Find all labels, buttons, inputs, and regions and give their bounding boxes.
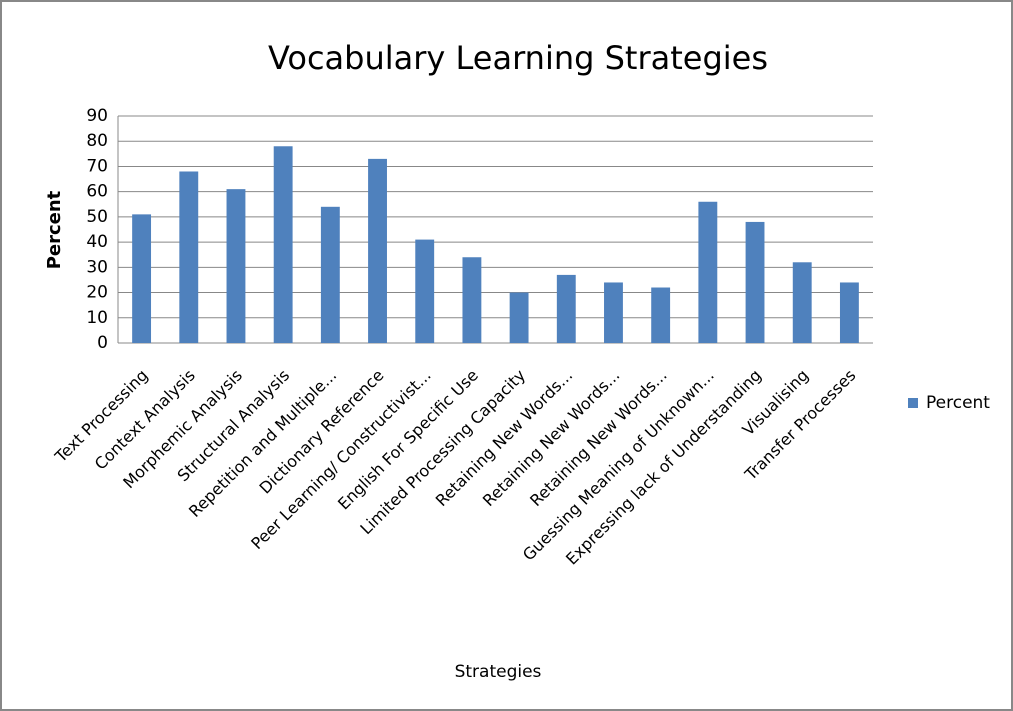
y-tick-label: 40 [86, 232, 108, 252]
legend-label: Percent [926, 393, 990, 413]
bar [839, 282, 859, 343]
y-tick-label: 80 [86, 131, 108, 151]
y-tick-label: 50 [86, 207, 108, 227]
chart-title: Vocabulary Learning Strategies [268, 39, 768, 77]
bar [226, 189, 246, 343]
y-tick-label: 20 [86, 283, 108, 303]
bar [698, 201, 718, 343]
bar [320, 206, 340, 343]
bar [273, 146, 293, 343]
y-tick-label: 0 [97, 333, 108, 353]
bar [745, 221, 765, 343]
bar [179, 171, 199, 343]
bar [415, 239, 435, 343]
bar [462, 257, 482, 343]
y-tick-label: 90 [86, 106, 108, 126]
bar [509, 292, 529, 343]
y-tick-label: 30 [86, 257, 108, 277]
bar [132, 214, 152, 343]
y-tick-label: 70 [86, 156, 108, 176]
legend-swatch [908, 398, 918, 408]
bar [556, 274, 576, 343]
bar [651, 287, 671, 343]
y-tick-label: 60 [86, 182, 108, 202]
bar [368, 158, 387, 343]
bar [792, 262, 812, 343]
y-tick-label: 10 [86, 308, 108, 328]
x-axis-title: Strategies [455, 662, 542, 682]
bar [604, 282, 623, 343]
y-axis-title: Percent [44, 190, 65, 269]
